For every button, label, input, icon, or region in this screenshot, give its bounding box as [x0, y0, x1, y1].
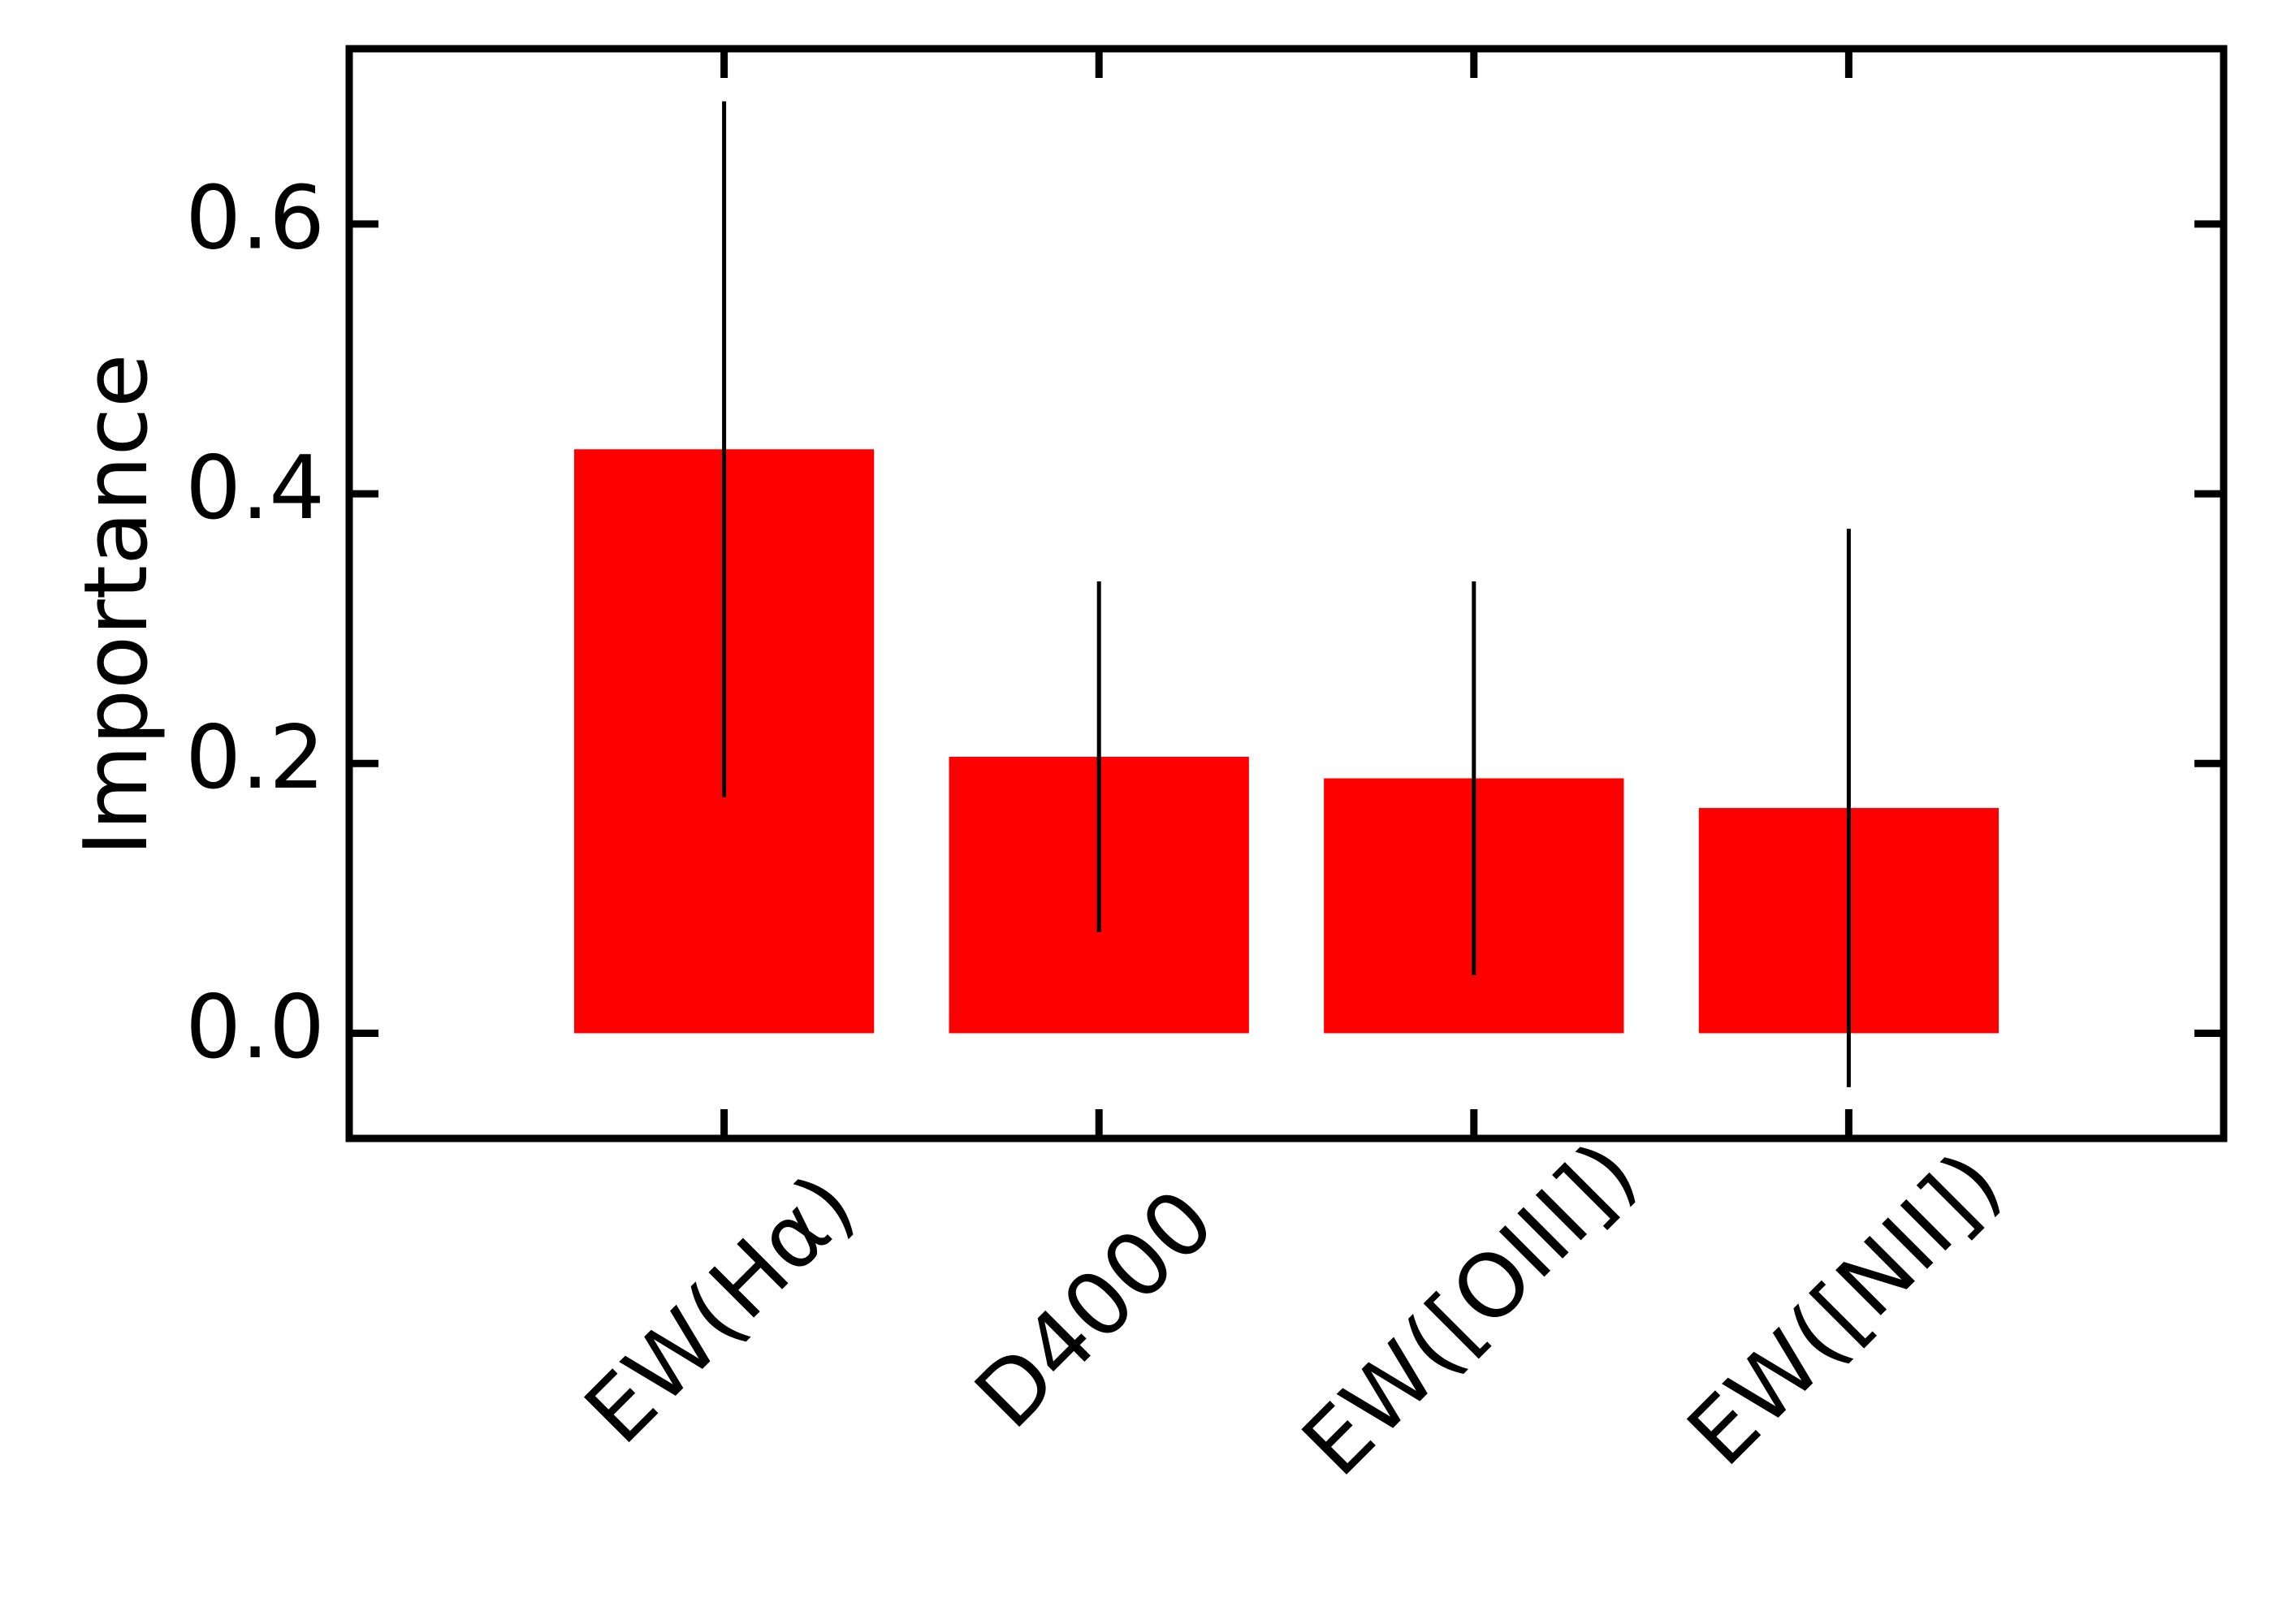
y-axis-label: Importance [66, 354, 167, 857]
x-tick-label: EW([NII]) [1669, 1133, 2021, 1485]
x-tick-label: D4000 [957, 1170, 1234, 1448]
y-tick-label: 0.2 [185, 707, 325, 809]
y-tick-label: 0.0 [185, 977, 325, 1078]
y-tick-label: 0.6 [185, 168, 325, 270]
axes-frame [345, 45, 2228, 1142]
y-tick-label: 0.4 [185, 438, 325, 539]
x-tick-label: EW([OIII]) [1284, 1123, 1657, 1496]
x-tick-label: EW(Hα) [566, 1155, 875, 1463]
